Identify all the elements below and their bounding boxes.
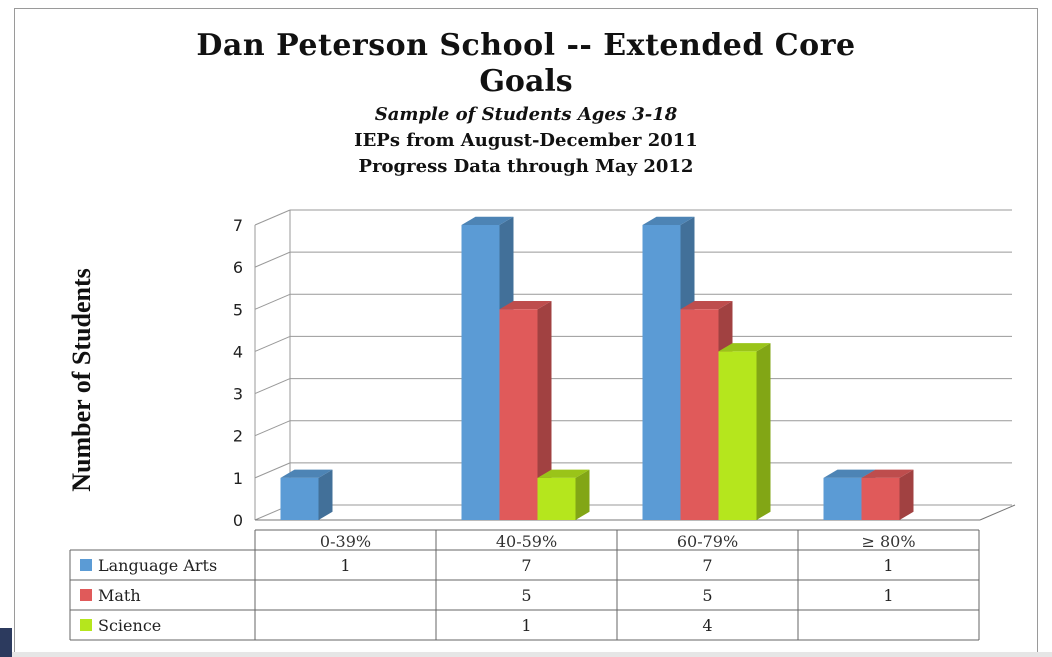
legend-swatch-language-arts xyxy=(80,559,92,571)
bar-science xyxy=(537,477,576,520)
legend-swatch-science xyxy=(80,619,92,631)
bar-top xyxy=(680,301,733,310)
legend-label: Science xyxy=(98,616,161,635)
x-category-label: 40-59% xyxy=(496,532,557,551)
gridline-side-4 xyxy=(254,335,291,352)
chart-title-line2: Goals xyxy=(479,64,573,99)
bar-top xyxy=(461,216,514,225)
bar-math xyxy=(499,309,538,520)
legend-swatch-math xyxy=(80,589,92,601)
x-category-label: ≥ 80% xyxy=(861,532,915,551)
chart-subtitle: Sample of Students Ages 3-18 xyxy=(374,104,678,125)
data-table-value: 7 xyxy=(521,556,531,575)
bar-math xyxy=(861,477,900,520)
floor-right-edge xyxy=(979,504,1016,521)
y-tick-label: 7 xyxy=(233,216,243,235)
bar-top xyxy=(537,469,590,478)
legend-label: Language Arts xyxy=(98,556,217,575)
y-tick-label: 6 xyxy=(233,258,243,277)
bar-language-arts xyxy=(642,225,681,520)
gridline-side-6 xyxy=(254,251,291,268)
data-table-value: 1 xyxy=(883,586,893,605)
data-table-value: 4 xyxy=(702,616,712,635)
bar-side xyxy=(318,469,333,520)
gridline-side-7 xyxy=(254,209,291,226)
bottom-divider xyxy=(12,652,1052,657)
y-tick-label: 1 xyxy=(233,469,243,488)
gridline-side-5 xyxy=(254,293,291,310)
x-category-label: 60-79% xyxy=(677,532,738,551)
bar-side xyxy=(756,343,771,520)
data-table-value: 5 xyxy=(521,586,531,605)
data-table-value: 7 xyxy=(702,556,712,575)
data-table-value: 1 xyxy=(340,556,350,575)
y-tick-label: 5 xyxy=(233,300,243,319)
bar-top xyxy=(823,469,876,478)
bar-side xyxy=(899,469,914,520)
bar-science xyxy=(718,351,757,520)
bar-side xyxy=(537,301,552,520)
y-tick-label: 3 xyxy=(233,385,243,404)
gridline-side-2 xyxy=(254,420,291,437)
y-tick-label: 0 xyxy=(233,511,243,530)
chart-subtitle-ieps: IEPs from August-December 2011 xyxy=(354,130,698,151)
corner-decoration xyxy=(0,628,12,657)
data-table-value: 1 xyxy=(521,616,531,635)
x-category-label: 0-39% xyxy=(320,532,371,551)
bar-top xyxy=(861,469,914,478)
data-table-value: 5 xyxy=(702,586,712,605)
bar-language-arts xyxy=(280,477,319,520)
chart-title-line1: Dan Peterson School -- Extended Core xyxy=(196,28,856,63)
gridline-side-3 xyxy=(254,378,291,395)
bar-top xyxy=(718,343,771,352)
bar-top xyxy=(642,216,695,225)
bar-side xyxy=(575,469,590,520)
y-tick-label: 4 xyxy=(233,342,243,361)
bar-language-arts xyxy=(461,225,500,520)
bar-top xyxy=(280,469,333,478)
chart-subtitle-progress: Progress Data through May 2012 xyxy=(358,156,694,177)
data-table-value: 1 xyxy=(883,556,893,575)
bar-math xyxy=(680,309,719,520)
y-tick-label: 2 xyxy=(233,427,243,446)
bar-language-arts xyxy=(823,477,862,520)
gridline-side-1 xyxy=(254,462,291,479)
bar-top xyxy=(499,301,552,310)
legend-label: Math xyxy=(98,586,141,605)
